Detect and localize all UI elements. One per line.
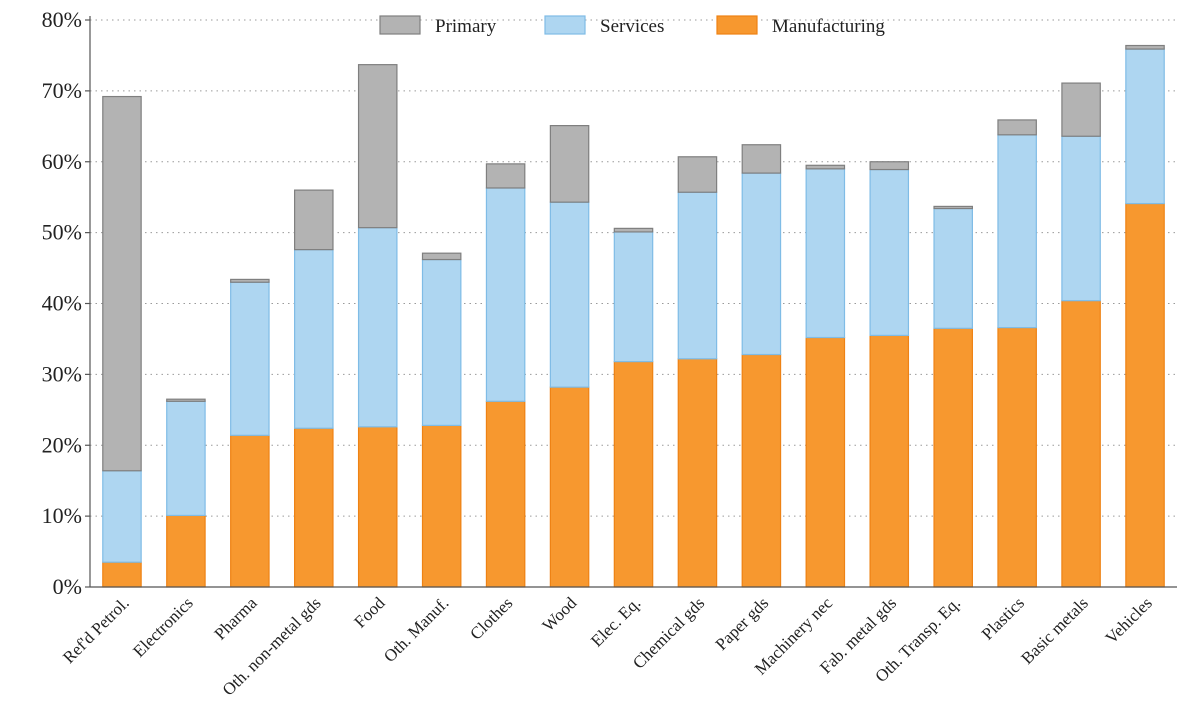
bar-services-fab-metal-gds bbox=[869, 168, 910, 336]
bar-services-oth-non-metal-gds bbox=[294, 249, 334, 429]
y-tick-labels: 0% 10% 20% 30% 40% 50% 60% 70% 80% bbox=[42, 7, 82, 599]
x-tick-label-oth-manuf: Oth. Manuf. bbox=[380, 593, 453, 666]
y-tick-label-10: 10% bbox=[42, 503, 82, 528]
bar-manufacturing-electronics bbox=[166, 514, 206, 588]
bar-services-oth-transp-eq bbox=[933, 207, 973, 329]
bar-services-ref-d-petrol bbox=[102, 470, 142, 563]
bar-primary-oth-transp-eq bbox=[933, 205, 973, 210]
y-tick-label-30: 30% bbox=[42, 361, 82, 386]
y-tick-label-0: 0% bbox=[53, 574, 82, 599]
y-tick-label-50: 50% bbox=[42, 220, 82, 245]
bar-manufacturing-machinery-nec bbox=[805, 336, 846, 588]
x-tick-label-pharma: Pharma bbox=[211, 593, 261, 643]
bar-services-elec-eq bbox=[613, 231, 654, 363]
bar-services-chemical-gds bbox=[677, 191, 718, 360]
bar-primary-pharma bbox=[230, 278, 270, 283]
axes bbox=[85, 16, 1177, 588]
y-tick-label-60: 60% bbox=[42, 149, 82, 174]
x-tick-label-plastics: Plastics bbox=[978, 593, 1028, 643]
bar-manufacturing-oth-transp-eq bbox=[933, 327, 973, 588]
x-tick-label-basic-metals: Basic metals bbox=[1017, 593, 1092, 668]
x-tick-label-clothes: Clothes bbox=[466, 593, 516, 643]
x-tick-label-electronics: Electronics bbox=[129, 593, 197, 661]
legend-label-primary: Primary bbox=[435, 16, 497, 37]
bar-manufacturing-pharma bbox=[230, 434, 270, 588]
bar-services-oth-manuf bbox=[421, 258, 462, 427]
bar-manufacturing-oth-non-metal-gds bbox=[294, 427, 334, 588]
bars bbox=[102, 44, 1165, 588]
bar-services-food bbox=[357, 227, 398, 428]
x-tick-label-food: Food bbox=[350, 593, 389, 632]
bar-manufacturing-oth-manuf bbox=[421, 424, 462, 588]
bar-primary-basic-metals bbox=[1061, 82, 1101, 137]
bar-primary-elec-eq bbox=[613, 227, 654, 233]
bar-primary-wood bbox=[549, 125, 590, 203]
bar-primary-vehicles bbox=[1125, 44, 1165, 50]
bar-primary-ref-d-petrol bbox=[102, 95, 142, 472]
bar-services-plastics bbox=[997, 134, 1037, 329]
bar-primary-electronics bbox=[166, 398, 206, 402]
y-tick-label-20: 20% bbox=[42, 432, 82, 457]
bar-services-machinery-nec bbox=[805, 168, 846, 339]
bar-services-clothes bbox=[485, 187, 526, 402]
bar-primary-oth-non-metal-gds bbox=[294, 189, 334, 251]
bar-primary-machinery-nec bbox=[805, 164, 846, 170]
bar-primary-fab-metal-gds bbox=[869, 161, 910, 171]
bar-primary-food bbox=[357, 64, 398, 229]
legend: Primary Services Manufacturing bbox=[379, 15, 885, 37]
legend-swatch-manufacturing bbox=[716, 15, 758, 35]
bar-manufacturing-ref-d-petrol bbox=[102, 561, 142, 588]
legend-label-manufacturing: Manufacturing bbox=[772, 16, 885, 37]
bar-manufacturing-chemical-gds bbox=[677, 358, 718, 588]
bar-manufacturing-basic-metals bbox=[1061, 300, 1101, 588]
bar-services-wood bbox=[549, 201, 590, 388]
x-tick-label-vehicles: Vehicles bbox=[1102, 593, 1156, 647]
x-tick-label-paper-gds: Paper gds bbox=[712, 593, 773, 654]
bar-primary-paper-gds bbox=[741, 144, 782, 174]
bar-services-paper-gds bbox=[741, 172, 782, 356]
x-tick-label-wood: Wood bbox=[539, 593, 581, 635]
y-tick-label-70: 70% bbox=[42, 78, 82, 103]
bar-services-basic-metals bbox=[1061, 135, 1101, 302]
bar-primary-chemical-gds bbox=[677, 156, 718, 193]
bar-manufacturing-wood bbox=[549, 386, 590, 588]
bar-manufacturing-paper-gds bbox=[741, 353, 782, 588]
y-tick-label-80: 80% bbox=[42, 7, 82, 32]
bar-primary-plastics bbox=[997, 119, 1037, 136]
bar-manufacturing-clothes bbox=[485, 400, 526, 588]
bar-services-pharma bbox=[230, 281, 270, 436]
legend-swatch-services bbox=[544, 15, 586, 35]
bar-services-vehicles bbox=[1125, 48, 1165, 205]
y-tick-label-40: 40% bbox=[42, 291, 82, 316]
bar-manufacturing-vehicles bbox=[1125, 202, 1165, 588]
bar-manufacturing-fab-metal-gds bbox=[869, 334, 910, 588]
bar-manufacturing-elec-eq bbox=[613, 361, 654, 588]
x-tick-label-ref-d-petrol: Ref'd Petrol. bbox=[59, 593, 133, 667]
bar-services-electronics bbox=[166, 400, 206, 517]
bar-primary-clothes bbox=[485, 163, 526, 189]
bar-manufacturing-plastics bbox=[997, 326, 1037, 588]
legend-label-services: Services bbox=[600, 16, 664, 37]
bar-manufacturing-food bbox=[357, 426, 398, 588]
x-tick-label-elec-eq: Elec. Eq. bbox=[587, 593, 644, 650]
legend-swatch-primary bbox=[379, 15, 421, 35]
bar-primary-oth-manuf bbox=[421, 252, 462, 261]
